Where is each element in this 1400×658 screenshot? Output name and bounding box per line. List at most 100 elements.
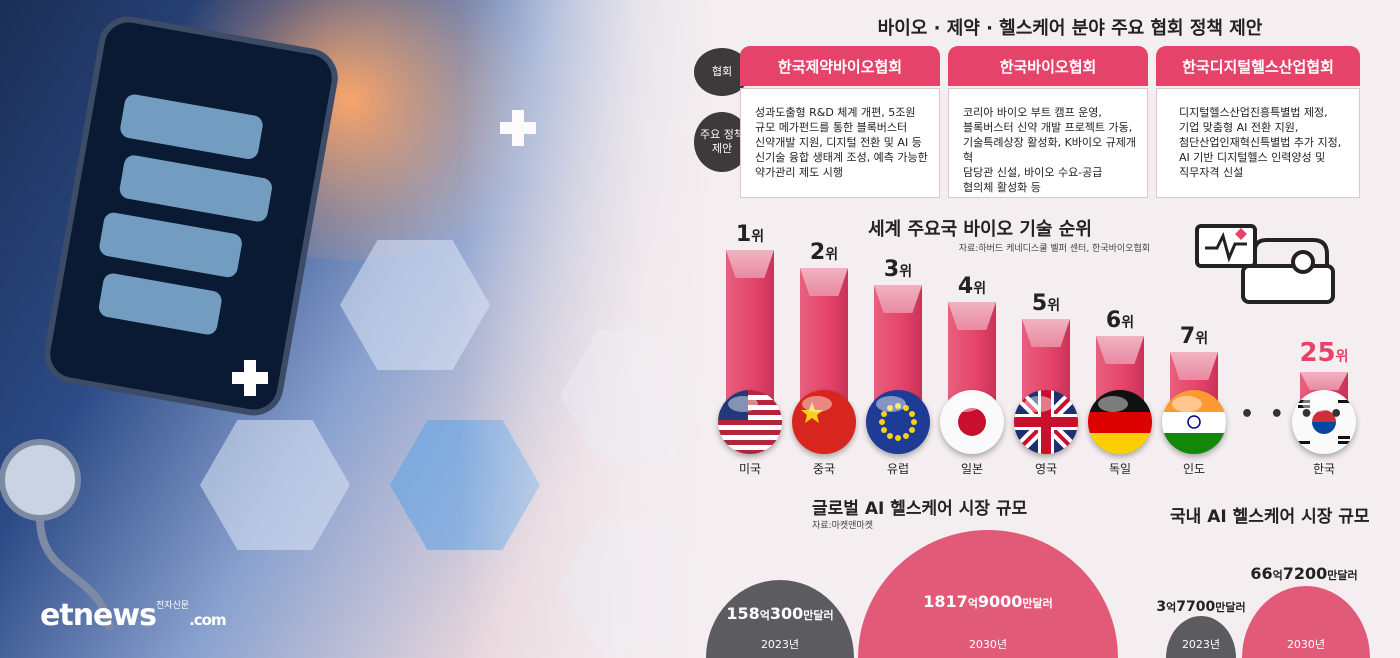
dome-year: 2030년: [1286, 638, 1326, 651]
association-header-kodhia: 한국디지털헬스산업협회: [1156, 46, 1360, 86]
value-unit: 만달러: [1327, 569, 1358, 582]
ranking-source: 자료:하버드 케네디스쿨 벨퍼 센터, 한국바이오협회: [958, 244, 1150, 254]
infographic-title: 바이오 · 제약 · 헬스케어 분야 주요 협회 정책 제안: [877, 18, 1263, 39]
rank-suffix: 위: [1047, 298, 1061, 314]
logo-text: etnews: [40, 598, 157, 633]
value-unit: 만달러: [1215, 601, 1246, 614]
country-name: 중국: [812, 462, 836, 476]
flag-india-icon: [1162, 390, 1226, 454]
value-unit: 만달러: [1022, 597, 1053, 610]
medical-hexagon: [200, 420, 350, 550]
rank-number: 6: [1105, 308, 1122, 333]
value-unit: 억: [1272, 569, 1283, 582]
flag-china-icon: [792, 390, 856, 454]
rank-number: 2: [809, 240, 826, 265]
dome-year: 2023년: [760, 638, 800, 651]
country-name: 영국: [1034, 462, 1058, 476]
rank-bar-japan: [948, 302, 996, 410]
rank-suffix: 위: [825, 247, 839, 263]
flag-korea-icon: [1292, 390, 1356, 454]
global-market-title: 글로벌 AI 헬스케어 시장 규모: [812, 499, 1028, 519]
rank-bar-china: [800, 268, 848, 410]
rank-number: 3: [883, 257, 900, 282]
value-global-2030: 1817억9000만달러: [858, 592, 1118, 611]
association-label-text: 협회: [711, 65, 733, 78]
association-name: 한국제약바이오협회: [777, 57, 903, 76]
value-global-2023: 158억300만달러: [706, 604, 854, 623]
rank-number: 7: [1179, 324, 1196, 349]
flag-eu-icon: [866, 390, 930, 454]
hero-fade: [460, 0, 720, 658]
country-name: 미국: [738, 462, 762, 476]
ranking-title: 세계 주요국 바이오 기술 순위: [868, 219, 1092, 240]
chat-bubble: [118, 153, 274, 224]
value-part: 7200: [1282, 564, 1328, 583]
rank-suffix: 위: [899, 264, 913, 280]
flag-japan-icon: [940, 390, 1004, 454]
value-part: 9000: [977, 592, 1023, 611]
etnews-logo: etnews전자신문.com: [40, 598, 227, 633]
value-part: 66: [1250, 564, 1273, 583]
value-part: 158: [726, 604, 760, 623]
rank-label-china: 2위: [789, 240, 859, 265]
dome-domestic-2030: 2030년: [1242, 586, 1370, 658]
association-header-kpbma: 한국제약바이오협회: [740, 46, 940, 86]
medical-cross-icon: [232, 360, 268, 396]
global-market-source: 자료:마켓앤마켓: [812, 521, 873, 531]
chat-bubble: [97, 271, 224, 337]
hero-image: etnews전자신문.com: [0, 0, 720, 658]
flag-uk-icon: [1014, 390, 1078, 454]
association-name: 한국디지털헬스산업협회: [1182, 57, 1334, 76]
rank-number: 5: [1031, 291, 1048, 316]
value-part: 3: [1156, 599, 1167, 615]
country-name: 독일: [1108, 462, 1132, 476]
country-name: 일본: [960, 462, 984, 476]
country-name: 유럽: [886, 462, 910, 476]
rank-number: 4: [957, 274, 974, 299]
domestic-market-title: 국내 AI 헬스케어 시장 규모: [1170, 507, 1370, 527]
rank-label-usa: 1위: [715, 222, 785, 247]
rank-label-eu: 3위: [863, 257, 933, 282]
policy-box-kodhia: 디지털헬스산업진흥특별법 제정, 기업 맞춤형 AI 전환 지원, 첨단산업인재…: [1156, 88, 1360, 198]
rank-suffix: 위: [1195, 331, 1209, 347]
dome-year: 2023년: [1181, 638, 1221, 651]
country-name: 한국: [1312, 462, 1336, 476]
rank-label-india: 7위: [1159, 324, 1229, 349]
value-part: 300: [769, 604, 804, 623]
value-unit: 억: [1166, 601, 1177, 614]
association-name: 한국바이오협회: [999, 57, 1097, 76]
country-name: 인도: [1182, 462, 1206, 476]
rank-number: 25: [1299, 338, 1336, 368]
association-header-kobia: 한국바이오협회: [948, 46, 1148, 86]
dome-year: 2030년: [968, 638, 1008, 651]
value-domestic-2030: 66억7200만달러: [1238, 564, 1370, 583]
policy-box-kpbma: 성과도출형 R&D 체계 개편, 5조원 규모 메가펀드를 통한 블록버스터 신…: [740, 88, 940, 198]
rank-bar-usa: [726, 250, 774, 410]
rank-label-japan: 4위: [937, 274, 1007, 299]
rank-number: 1: [735, 222, 752, 247]
flag-germany-icon: [1088, 390, 1152, 454]
value-part: 1817: [923, 592, 968, 611]
policy-label-line2: 제안: [711, 142, 733, 155]
logo-suffix: .com: [189, 611, 227, 629]
value-part: 7700: [1176, 599, 1216, 615]
chat-bubble: [97, 211, 244, 279]
smartphone-illustration: [39, 11, 343, 421]
stethoscope-icon: [0, 439, 114, 631]
value-domestic-2023: 3억7700만달러: [1148, 596, 1254, 615]
logo-note: 전자신문: [155, 601, 190, 611]
rank-label-uk: 5위: [1011, 291, 1081, 316]
value-unit: 만달러: [803, 609, 834, 622]
chat-bubble: [118, 92, 265, 161]
rank-label-germany: 6위: [1085, 308, 1155, 333]
dome-domestic-2023: 2023년: [1166, 616, 1236, 658]
rank-label-korea: 25위: [1289, 338, 1359, 368]
rank-suffix: 위: [1335, 349, 1349, 365]
value-unit: 억: [967, 597, 978, 610]
policy-box-kobia: 코리아 바이오 부트 캠프 운영, 블록버스터 신약 개발 프로젝트 가동, 기…: [948, 88, 1148, 198]
rank-bar-eu: [874, 285, 922, 410]
medical-device-icon: [1195, 224, 1335, 304]
flag-usa-icon: [718, 390, 782, 454]
rank-suffix: 위: [973, 281, 987, 297]
rank-suffix: 위: [1121, 315, 1135, 331]
